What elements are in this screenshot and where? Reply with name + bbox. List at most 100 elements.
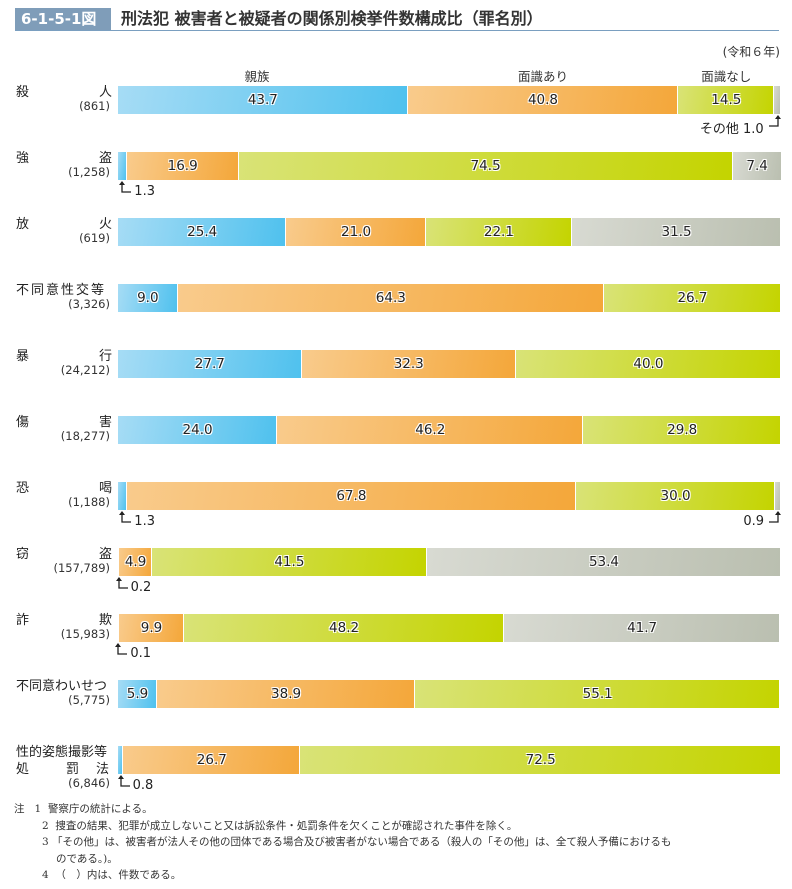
category-label: 暴	[16, 349, 30, 364]
note-text: 「その他」は、被害者が法人その他の団体である場合及び被害者がない場合である（殺人…	[52, 836, 672, 848]
data-label: 31.5	[661, 224, 692, 240]
bar-segment	[515, 350, 781, 378]
callout-arrow-icon	[769, 511, 782, 523]
bar-row: 67.8 30.0	[118, 482, 781, 510]
bar-segment	[238, 152, 733, 180]
data-label: 38.9	[271, 686, 302, 702]
bar-row: 25.4 21.0 22.1 31.5	[118, 218, 781, 246]
bar-segment	[277, 416, 584, 444]
bar-segment	[774, 86, 781, 114]
note-3: 3 「その他」は、被害者が法人その他の団体である場合及び被害者がない場合である（…	[14, 834, 671, 851]
category-label-end: 盗	[98, 151, 112, 166]
bar-segment	[118, 416, 278, 444]
category-label-end: 盗	[98, 547, 112, 562]
category-label-end: 喝	[98, 481, 112, 496]
data-label: 41.5	[274, 554, 305, 570]
bar-segment	[123, 746, 301, 774]
bar-segment	[678, 86, 775, 114]
data-label: 22.1	[483, 224, 514, 240]
category-label-end: 人	[98, 85, 112, 100]
callout-label: 0.9	[743, 514, 765, 529]
callout-label: 1.3	[134, 514, 155, 529]
bar-segment	[118, 86, 408, 114]
category-count: (15,983)	[60, 627, 110, 641]
callout-arrow-icon	[115, 577, 128, 589]
note-label: 注	[14, 803, 25, 815]
legend-item-2: 面識なし	[701, 69, 752, 84]
bar-row: 27.7 32.3 40.0	[118, 350, 781, 378]
data-label: 41.7	[627, 620, 658, 636]
bar-row: 26.7 72.5	[118, 746, 781, 774]
bar-segment	[184, 614, 504, 642]
note-4: 4 （ ）内は、件数である。	[14, 867, 671, 884]
data-label: 9.9	[140, 620, 163, 636]
note-number: 3	[42, 836, 49, 848]
category-label: 恐	[16, 481, 30, 496]
category-label: 性的姿態撮影等	[16, 745, 108, 760]
callout-arrow-icon	[119, 181, 132, 193]
note-1: 注 1 警察庁の統計による。	[14, 801, 671, 818]
callout-arrow-icon	[119, 511, 132, 523]
callout-arrow-icon	[117, 775, 130, 787]
note-number: 2	[42, 819, 49, 832]
data-label: 5.9	[126, 686, 149, 702]
bar-segment	[415, 680, 781, 708]
category-label-line2: 罰	[66, 762, 80, 777]
bar-segment	[286, 218, 426, 246]
bar-segment	[118, 218, 287, 246]
category-label: 殺	[16, 85, 30, 100]
bar-row: 9.0 64.3 26.7	[118, 284, 781, 312]
bar-row: 16.9 74.5 7.4	[118, 152, 782, 180]
data-label: 55.1	[582, 686, 613, 702]
category-count: (157,789)	[53, 561, 110, 575]
bar-segment	[157, 680, 416, 708]
figure-title: 刑法犯 被害者と被疑者の関係別検挙件数構成比（罪名別）	[121, 9, 543, 28]
category-label: 不同意わいせつ	[16, 679, 108, 694]
data-label: 16.9	[167, 158, 198, 174]
note-3-continued: のである。)。	[56, 852, 118, 865]
data-label: 24.0	[182, 422, 213, 438]
legend-item-1: 面識あり	[517, 69, 568, 84]
data-label: 53.4	[588, 554, 619, 570]
callout-label: 1.3	[134, 184, 155, 199]
category-count: (5,775)	[68, 693, 110, 707]
bar-segment	[126, 482, 577, 510]
bar-segment	[425, 218, 573, 246]
data-label: 64.3	[375, 290, 406, 306]
bar-segment	[118, 284, 178, 312]
category-count: (1,258)	[68, 165, 110, 179]
bar-segment	[126, 152, 239, 180]
note-number: 1	[34, 803, 42, 815]
era-label: (令和６年)	[722, 45, 780, 59]
category-count: (3,326)	[68, 297, 110, 311]
note-2: 2 捜査の結果、犯罪が成立しないこと又は訴訟条件・処罰条件を欠くことが確認された…	[14, 818, 671, 835]
data-label: 48.2	[329, 620, 360, 636]
bar-segment	[118, 482, 127, 510]
category-label: 不同意性交等	[16, 283, 107, 298]
bar-segment	[583, 416, 781, 444]
category-count: (619)	[79, 231, 110, 245]
bar-segment	[151, 548, 427, 576]
data-label: 32.3	[393, 356, 424, 372]
bar-segment	[576, 482, 776, 510]
bar-row: 4.9 41.5 53.4	[118, 548, 781, 576]
data-label: 9.0	[137, 290, 159, 306]
data-label: 67.8	[336, 488, 367, 504]
bar-segment	[118, 548, 120, 576]
note-number: 4	[42, 869, 49, 881]
callout-label: その他 1.0	[699, 122, 764, 137]
bar-segment	[572, 218, 781, 246]
bar-row: 9.9 48.2 41.7	[118, 614, 781, 642]
category-count: (24,212)	[60, 363, 110, 377]
bar-segment	[603, 284, 781, 312]
category-label: 詐	[16, 613, 30, 628]
bar-segment	[775, 482, 781, 510]
note-text: 警察庁の統計による。	[47, 803, 153, 815]
bar-row: 43.7 40.8 14.5	[118, 86, 781, 114]
data-label: 25.4	[187, 224, 218, 240]
category-count: (861)	[79, 99, 110, 113]
category-label: 傷	[16, 415, 30, 430]
notes: 注 1 警察庁の統計による。 2 捜査の結果、犯罪が成立しないこと又は訴訟条件・…	[14, 801, 671, 884]
figure-title-bar: 6-1-5-1図 刑法犯 被害者と被疑者の関係別検挙件数構成比（罪名別）	[15, 8, 779, 31]
data-label: 43.7	[247, 92, 278, 108]
